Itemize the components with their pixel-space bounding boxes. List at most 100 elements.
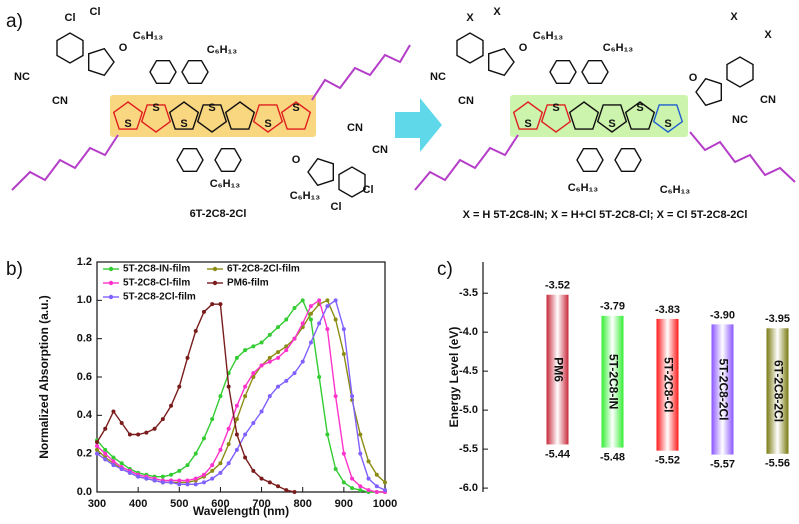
data-point	[333, 317, 338, 322]
data-point	[308, 311, 313, 316]
data-point	[136, 432, 141, 437]
ring	[307, 157, 334, 187]
data-point	[383, 488, 387, 493]
atom-label: O	[119, 42, 128, 54]
data-point	[341, 480, 346, 485]
data-point	[169, 403, 174, 408]
category-label: 5T-2C8-2Cl	[716, 358, 730, 420]
data-point	[95, 440, 99, 445]
data-point	[325, 432, 330, 437]
data-point	[300, 321, 305, 326]
data-point	[185, 463, 190, 468]
x-tick-label: 600	[211, 498, 229, 510]
atom-label: C₆H₁₃	[603, 42, 634, 54]
data-point	[193, 451, 198, 456]
alkyl-chain	[11, 134, 119, 191]
atom-label: S	[552, 102, 559, 114]
legend-label: 6T-2C8-2Cl-film	[227, 264, 300, 275]
energy-bar	[601, 315, 624, 448]
data-point	[267, 332, 272, 337]
data-point	[111, 463, 116, 468]
ring	[338, 166, 366, 198]
data-point	[119, 467, 124, 471]
legend-marker	[108, 294, 114, 300]
atom-label: NC	[14, 71, 30, 83]
data-point	[193, 329, 198, 333]
ring	[695, 77, 722, 107]
data-point	[185, 478, 190, 483]
data-point	[366, 476, 371, 481]
atom-label: S	[292, 102, 299, 114]
data-point	[210, 463, 215, 468]
data-point	[169, 472, 174, 477]
lumo-label: -3.52	[545, 280, 570, 292]
atom-label: NC	[732, 114, 748, 126]
homo-label: -5.48	[600, 451, 625, 463]
y-tick-label: 1.2	[77, 256, 92, 268]
atom-label: CN	[52, 95, 68, 107]
data-point	[95, 451, 99, 456]
y-tick-label: -5.5	[459, 443, 478, 455]
ring	[624, 101, 656, 130]
data-point	[284, 317, 289, 322]
data-point	[218, 461, 223, 466]
y-axis-label: Normalized Absorption (a.u.)	[37, 295, 51, 459]
ring	[280, 101, 312, 130]
data-point	[111, 455, 116, 460]
data-point	[234, 447, 239, 452]
data-point	[152, 478, 157, 483]
data-point	[234, 432, 239, 437]
data-point	[374, 484, 379, 489]
legend-label: 5T-2C8-Cl-film	[123, 278, 190, 289]
data-point	[284, 344, 289, 349]
data-point	[160, 417, 165, 422]
data-point	[243, 455, 248, 460]
data-point	[136, 474, 141, 479]
data-point	[267, 480, 272, 485]
atom-label: S	[524, 118, 531, 130]
data-point	[103, 451, 108, 456]
y-tick-label: 0.8	[77, 333, 92, 345]
y-tick-label: -4.5	[459, 365, 478, 377]
data-point	[251, 421, 256, 425]
atom-label: Cl	[90, 6, 101, 18]
x-tick-label: 400	[129, 498, 147, 510]
atom-label: X	[466, 12, 474, 24]
legend-marker	[108, 266, 114, 272]
data-point	[243, 394, 248, 399]
legend-marker	[212, 280, 218, 286]
lumo-label: -3.83	[655, 304, 680, 316]
x-tick-label: 800	[294, 498, 312, 510]
atom-label: S	[636, 102, 643, 114]
y-tick-label: -6.0	[459, 482, 478, 494]
legend-marker	[212, 266, 218, 272]
data-point	[276, 355, 281, 360]
data-point	[259, 409, 264, 414]
category-label: 6T-2C8-2Cl	[771, 360, 785, 422]
data-point	[325, 304, 330, 309]
legend-label: 5T-2C8-2Cl-film	[123, 292, 196, 303]
homo-label: -5.44	[545, 448, 571, 460]
data-point	[103, 457, 108, 462]
data-point	[185, 482, 190, 487]
ring	[726, 56, 754, 88]
atom-label: S	[264, 118, 271, 130]
ring	[56, 32, 84, 64]
legend-marker	[108, 280, 114, 286]
atom-label: CN	[760, 94, 776, 106]
ring	[652, 104, 684, 133]
data-point	[226, 426, 231, 431]
atom-label: C₆H₁₃	[290, 190, 321, 202]
atom-label: X	[493, 6, 501, 18]
data-point	[366, 488, 371, 493]
atom-label: CN	[347, 122, 363, 134]
x-tick-label: 500	[170, 498, 188, 510]
ring	[112, 101, 144, 130]
data-point	[226, 442, 231, 447]
energy-bar	[656, 318, 679, 451]
data-point	[341, 451, 346, 456]
lumo-label: -3.95	[765, 313, 790, 325]
atom-label: O	[292, 154, 301, 166]
energy-bar	[546, 294, 569, 445]
data-point	[251, 468, 256, 473]
